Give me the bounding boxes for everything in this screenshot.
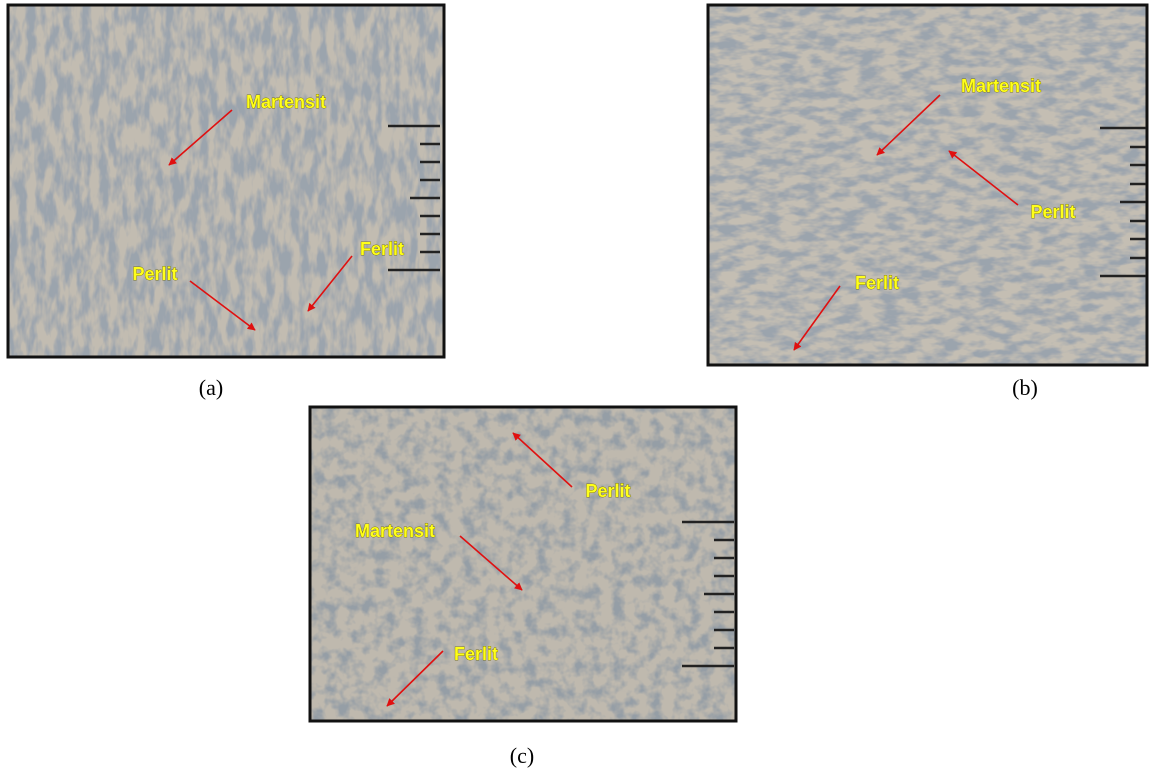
- micrograph-texture: [8, 5, 444, 357]
- panel-c: Perlit Martensit Ferlit (c): [310, 407, 736, 768]
- label: Perlit: [132, 264, 177, 284]
- label: Perlit: [585, 481, 630, 501]
- panel-a: Martensit Perlit Ferlit (a): [8, 5, 444, 400]
- label: Ferlit: [454, 644, 498, 664]
- caption: (c): [510, 743, 534, 768]
- label: Ferlit: [855, 273, 899, 293]
- label: Perlit: [1030, 202, 1075, 222]
- page: Martensit Perlit Ferlit (a) Martensit Pe…: [0, 0, 1154, 784]
- figure: Martensit Perlit Ferlit (a) Martensit Pe…: [0, 0, 1154, 784]
- micrograph-texture: [310, 407, 736, 721]
- caption: (b): [1012, 375, 1038, 400]
- label: Martensit: [961, 76, 1041, 96]
- label: Ferlit: [360, 239, 404, 259]
- caption: (a): [199, 375, 223, 400]
- panel-b: Martensit Perlit Ferlit (b): [708, 5, 1147, 400]
- label: Martensit: [246, 92, 326, 112]
- label: Martensit: [355, 521, 435, 541]
- micrograph-texture: [708, 5, 1147, 365]
